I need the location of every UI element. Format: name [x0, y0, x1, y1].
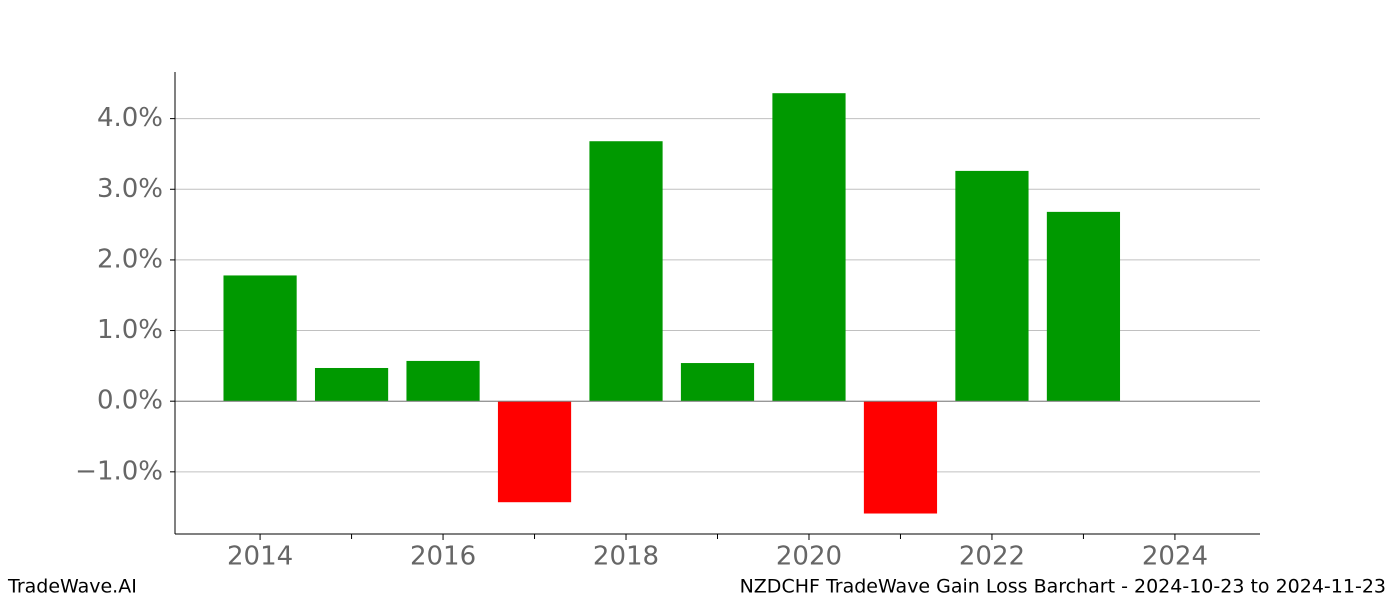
- bar: [497, 401, 572, 503]
- bar: [1046, 211, 1121, 402]
- source: TradeWave.AI: [7, 576, 137, 598]
- bar: [406, 360, 480, 402]
- x-tick-label: 2014: [227, 542, 293, 572]
- bar: [314, 367, 389, 402]
- bar: [589, 141, 663, 402]
- y-tick-label: 4.0%: [97, 103, 163, 133]
- y-tick-label: −1.0%: [75, 456, 163, 486]
- x-tick-label: 2018: [593, 542, 659, 572]
- x-tick-label: 2022: [959, 542, 1025, 572]
- x-tick-label: 2024: [1142, 542, 1208, 572]
- y-tick-label: 3.0%: [97, 174, 163, 204]
- bar: [223, 275, 297, 402]
- y-tick-label: 2.0%: [97, 244, 163, 274]
- y-tick-label: 1.0%: [97, 315, 163, 345]
- x-tick-label: 2020: [776, 542, 842, 572]
- x-tick-label: 2016: [410, 542, 476, 572]
- caption: NZDCHF TradeWave Gain Loss Barchart - 20…: [740, 576, 1386, 598]
- bar: [955, 170, 1029, 402]
- bar: [680, 363, 755, 402]
- bar: [863, 401, 938, 514]
- bar: [772, 93, 846, 402]
- y-tick-label: 0.0%: [97, 386, 163, 416]
